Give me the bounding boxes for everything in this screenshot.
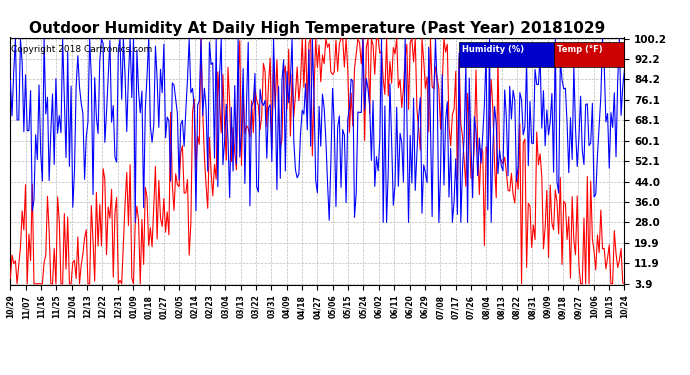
- FancyBboxPatch shape: [554, 42, 624, 67]
- Text: Humidity (%): Humidity (%): [462, 45, 524, 54]
- Title: Outdoor Humidity At Daily High Temperature (Past Year) 20181029: Outdoor Humidity At Daily High Temperatu…: [29, 21, 606, 36]
- Text: Temp (°F): Temp (°F): [557, 45, 602, 54]
- Text: Copyright 2018 Cartronics.com: Copyright 2018 Cartronics.com: [11, 45, 152, 54]
- FancyBboxPatch shape: [459, 42, 554, 67]
